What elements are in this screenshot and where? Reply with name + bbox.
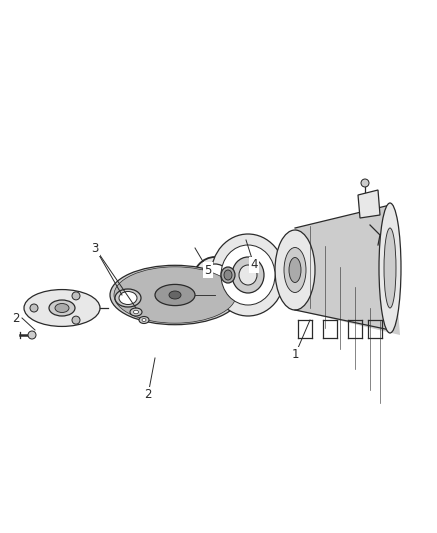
Ellipse shape <box>284 247 306 293</box>
Ellipse shape <box>119 292 137 304</box>
Ellipse shape <box>239 265 257 285</box>
Text: 1: 1 <box>291 349 299 361</box>
Text: 2: 2 <box>144 389 152 401</box>
Ellipse shape <box>49 300 75 316</box>
Ellipse shape <box>155 285 195 305</box>
Ellipse shape <box>224 270 232 280</box>
Ellipse shape <box>115 289 141 307</box>
Circle shape <box>30 304 38 312</box>
Ellipse shape <box>114 267 236 323</box>
Ellipse shape <box>149 280 201 310</box>
Ellipse shape <box>198 264 232 302</box>
Ellipse shape <box>384 228 396 308</box>
Circle shape <box>361 179 369 187</box>
Ellipse shape <box>127 272 223 318</box>
Ellipse shape <box>211 234 285 316</box>
Ellipse shape <box>169 291 181 299</box>
Ellipse shape <box>132 273 218 317</box>
Ellipse shape <box>221 267 235 283</box>
Circle shape <box>72 316 80 324</box>
Ellipse shape <box>275 230 315 310</box>
Ellipse shape <box>221 245 275 305</box>
Ellipse shape <box>130 308 142 316</box>
Circle shape <box>72 292 80 300</box>
Ellipse shape <box>123 270 227 320</box>
Text: 4: 4 <box>250 259 258 271</box>
Ellipse shape <box>289 257 301 282</box>
Ellipse shape <box>139 317 149 324</box>
Ellipse shape <box>24 289 100 326</box>
Polygon shape <box>358 190 380 218</box>
Ellipse shape <box>192 257 238 309</box>
Ellipse shape <box>232 257 264 293</box>
Ellipse shape <box>110 265 240 325</box>
Ellipse shape <box>118 269 232 321</box>
Ellipse shape <box>136 275 214 315</box>
Text: 3: 3 <box>91 241 99 254</box>
Ellipse shape <box>55 303 69 312</box>
Ellipse shape <box>379 203 401 333</box>
Ellipse shape <box>140 277 210 313</box>
Text: 5: 5 <box>205 263 212 277</box>
Ellipse shape <box>133 310 139 314</box>
Circle shape <box>28 331 36 339</box>
Polygon shape <box>295 205 400 335</box>
Text: 2: 2 <box>13 311 20 325</box>
Ellipse shape <box>142 319 146 321</box>
Ellipse shape <box>145 278 205 312</box>
